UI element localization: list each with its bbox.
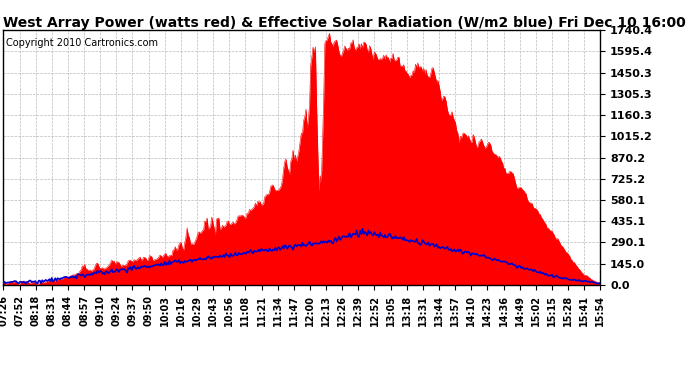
Text: West Array Power (watts red) & Effective Solar Radiation (W/m2 blue) Fri Dec 10 : West Array Power (watts red) & Effective… — [3, 16, 686, 30]
Text: Copyright 2010 Cartronics.com: Copyright 2010 Cartronics.com — [6, 38, 159, 48]
